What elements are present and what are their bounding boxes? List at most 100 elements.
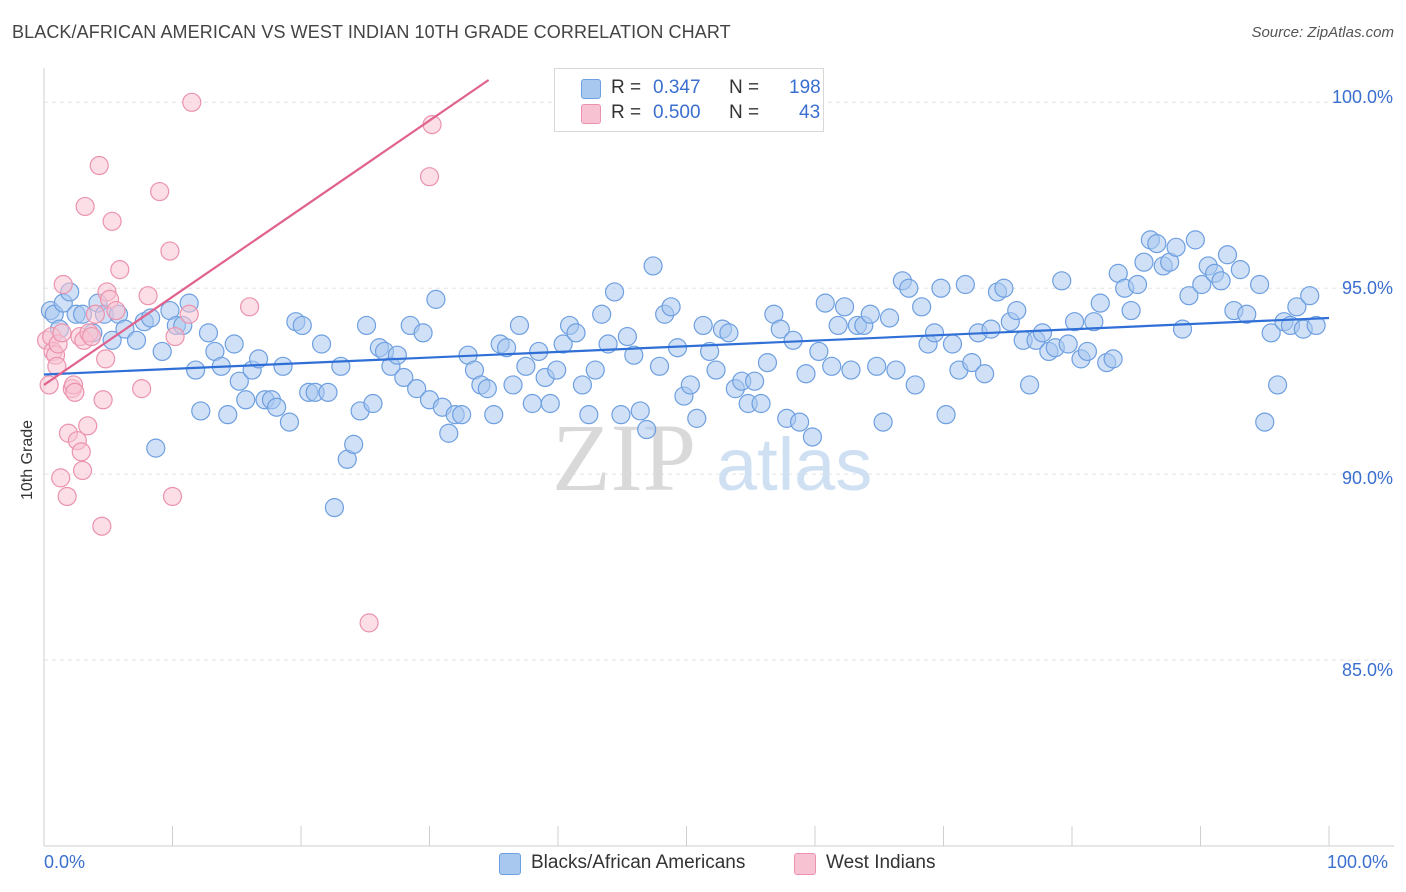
legend-label: Blacks/African Americans — [531, 852, 746, 873]
point-blacks — [924, 323, 945, 343]
point-blacks — [905, 375, 925, 395]
point-blacks — [873, 412, 893, 432]
point-blacks — [198, 323, 219, 343]
point-west-indians — [106, 300, 126, 321]
point-blacks — [1147, 234, 1167, 254]
point-blacks — [981, 319, 1001, 339]
point-blacks — [1172, 319, 1193, 339]
point-west-indians — [72, 460, 93, 481]
point-blacks — [363, 393, 383, 414]
point-blacks — [407, 379, 427, 399]
point-blacks — [1064, 312, 1085, 332]
point-blacks — [1032, 323, 1053, 343]
point-blacks — [1007, 300, 1027, 321]
point-blacks — [579, 405, 599, 425]
point-blacks — [796, 364, 816, 384]
point-blacks — [439, 423, 459, 443]
legend-label: West Indians — [826, 852, 936, 873]
point-blacks — [344, 434, 364, 455]
point-blacks — [236, 390, 256, 410]
point-blacks — [279, 412, 300, 432]
point-blacks — [1287, 297, 1307, 317]
x-tick-label-min: 0.0% — [44, 852, 86, 872]
point-blacks — [955, 274, 975, 295]
point-blacks — [566, 323, 586, 343]
point-blacks — [1217, 245, 1238, 265]
trend-line-blacks — [43, 316, 1330, 376]
legend-swatch-pink — [581, 104, 601, 124]
point-blacks — [248, 349, 269, 369]
point-blacks — [1261, 323, 1281, 343]
legend-swatch-blue — [581, 79, 601, 99]
point-west-indians — [182, 92, 202, 112]
point-blacks — [809, 341, 829, 362]
correlation-legend: R = 0.347 N = 198 R = 0.500 N = 43 — [554, 68, 824, 132]
point-blacks — [191, 401, 211, 421]
legend-swatch-pink — [794, 853, 816, 875]
point-west-indians — [240, 297, 260, 317]
y-tick-label: 100.0% — [1331, 87, 1393, 107]
point-blacks — [585, 360, 605, 380]
point-blacks — [324, 498, 345, 518]
point-blacks — [834, 297, 855, 317]
point-blacks — [218, 405, 238, 425]
point-blacks — [1019, 375, 1040, 395]
point-blacks — [700, 341, 720, 362]
point-blacks — [661, 297, 681, 317]
point-blacks — [975, 364, 995, 384]
point-west-indians — [89, 155, 109, 176]
point-west-indians — [359, 613, 379, 633]
point-blacks — [886, 360, 906, 380]
point-blacks — [318, 382, 338, 402]
point-blacks — [1077, 341, 1098, 362]
point-blacks — [413, 323, 433, 343]
point-west-indians — [102, 211, 122, 231]
y-tick-label: 85.0% — [1341, 660, 1393, 680]
point-blacks — [822, 356, 842, 376]
point-blacks — [942, 334, 963, 354]
watermark-atlas: atlas — [716, 423, 872, 506]
point-blacks — [962, 353, 982, 373]
point-west-indians — [93, 390, 113, 410]
point-blacks — [426, 289, 446, 309]
point-blacks — [693, 315, 713, 336]
point-west-indians — [75, 196, 95, 217]
point-blacks — [931, 278, 951, 298]
point-blacks — [1267, 375, 1288, 395]
trend-line-west-indians — [43, 79, 490, 386]
point-blacks — [1255, 412, 1275, 432]
point-west-indians — [53, 274, 73, 295]
point-blacks — [331, 356, 351, 376]
point-blacks — [592, 304, 612, 324]
legend-r-value: 0.500 — [653, 102, 701, 123]
point-blacks — [1237, 304, 1257, 324]
series-west-indians-points — [36, 92, 442, 633]
point-blacks — [547, 360, 567, 380]
point-blacks — [540, 393, 560, 414]
y-tick-label: 95.0% — [1341, 278, 1393, 298]
legend-r-value: 0.347 — [653, 77, 701, 98]
point-west-indians — [85, 304, 106, 324]
legend-n-label: N = — [729, 102, 760, 123]
point-blacks — [770, 319, 790, 339]
point-blacks — [719, 323, 739, 343]
point-blacks — [1084, 312, 1104, 332]
point-blacks — [745, 371, 765, 391]
point-west-indians — [132, 379, 152, 399]
point-blacks — [643, 256, 663, 276]
point-blacks — [1211, 271, 1231, 291]
point-blacks — [1230, 260, 1250, 280]
point-blacks — [624, 345, 644, 365]
point-blacks — [292, 315, 312, 336]
point-blacks — [1192, 274, 1212, 295]
point-blacks — [936, 405, 956, 425]
point-blacks — [497, 338, 517, 358]
point-blacks — [394, 367, 414, 388]
point-west-indians — [110, 260, 130, 280]
point-blacks — [680, 375, 700, 395]
point-blacks — [273, 356, 293, 376]
point-blacks — [387, 345, 407, 365]
point-west-indians — [39, 375, 59, 395]
point-west-indians — [78, 416, 98, 436]
